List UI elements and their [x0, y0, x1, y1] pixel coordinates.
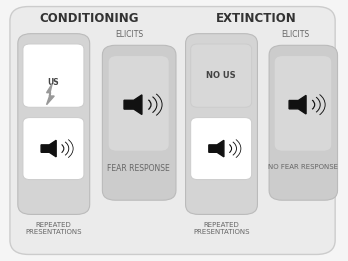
FancyBboxPatch shape — [191, 118, 252, 180]
Text: EXTINCTION: EXTINCTION — [216, 12, 297, 25]
Text: ELICITS: ELICITS — [282, 31, 310, 39]
Text: NO FEAR RESPONSE: NO FEAR RESPONSE — [268, 164, 338, 170]
Text: CONDITIONING: CONDITIONING — [39, 12, 139, 25]
FancyBboxPatch shape — [10, 7, 335, 254]
FancyBboxPatch shape — [108, 56, 169, 151]
FancyBboxPatch shape — [102, 45, 176, 200]
Text: NO US: NO US — [206, 71, 236, 80]
FancyBboxPatch shape — [274, 56, 332, 151]
FancyBboxPatch shape — [269, 45, 338, 200]
FancyBboxPatch shape — [191, 44, 252, 107]
Text: US: US — [48, 78, 59, 87]
Polygon shape — [124, 95, 142, 115]
FancyBboxPatch shape — [18, 34, 90, 215]
Text: FEAR RESPONSE: FEAR RESPONSE — [107, 164, 170, 173]
Text: REPEATED
PRESENTATIONS: REPEATED PRESENTATIONS — [25, 222, 82, 235]
Polygon shape — [209, 140, 224, 157]
Text: ELICITS: ELICITS — [116, 31, 144, 39]
Polygon shape — [41, 140, 56, 157]
FancyBboxPatch shape — [23, 118, 84, 180]
FancyBboxPatch shape — [23, 44, 84, 107]
Polygon shape — [47, 84, 54, 105]
Polygon shape — [289, 95, 306, 114]
FancyBboxPatch shape — [185, 34, 258, 215]
Text: REPEATED
PRESENTATIONS: REPEATED PRESENTATIONS — [193, 222, 250, 235]
